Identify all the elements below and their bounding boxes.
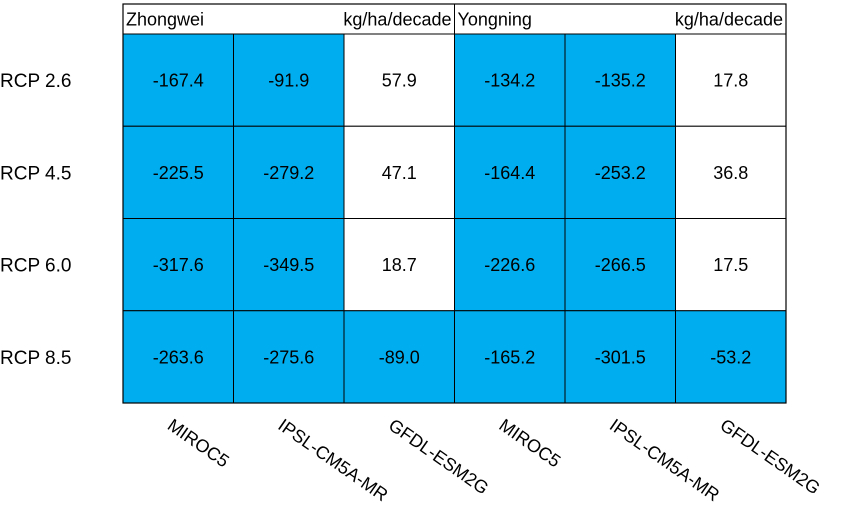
heatmap-cell (675, 125, 787, 219)
heatmap-cell (233, 218, 345, 312)
row-label: RCP 2.6 (0, 71, 71, 92)
group-header-box (122, 3, 455, 35)
heatmap-cell (233, 310, 345, 404)
heatmap-cell (454, 218, 566, 312)
row-label: RCP 4.5 (0, 163, 71, 184)
cell-value-label: -279.2 (263, 163, 314, 183)
cell-value-label: -135.2 (595, 71, 646, 91)
group-unit-label: kg/ha/decade (675, 10, 783, 30)
group-header-label: Yongning (458, 10, 532, 30)
cell-value-label: -263.6 (153, 347, 204, 367)
cell-value-label: -164.4 (484, 163, 535, 183)
cell-value-label: -275.6 (263, 347, 314, 367)
heatmap-cell (122, 218, 234, 312)
heatmap-cell (122, 310, 234, 404)
cell-value-label: -53.2 (710, 347, 751, 367)
column-label: MIROC5 (164, 415, 233, 472)
heatmap-cell (454, 310, 566, 404)
group-unit-label: kg/ha/decade (343, 10, 451, 30)
heatmap-cell (564, 310, 676, 404)
cell-value-label: 17.8 (713, 71, 748, 91)
column-label: IPSL-CM5A-MR (606, 415, 723, 505)
heatmap-cell (233, 33, 345, 127)
column-label: GFDL-ESM2G (385, 415, 492, 499)
cell-value-label: -226.6 (484, 255, 535, 275)
cell-value-label: -317.6 (153, 255, 204, 275)
heatmap-cell (233, 125, 345, 219)
heatmap-cell (675, 33, 787, 127)
row-label: RCP 6.0 (0, 256, 71, 277)
group-header-label: Zhongwei (126, 10, 204, 30)
cell-value-label: 18.7 (382, 255, 417, 275)
cell-value-label: 17.5 (713, 255, 748, 275)
column-label: GFDL-ESM2G (716, 415, 823, 499)
cell-value-label: 36.8 (713, 163, 748, 183)
heatmap-cell (564, 218, 676, 312)
cell-value-label: -349.5 (263, 255, 314, 275)
cell-value-label: -301.5 (595, 347, 646, 367)
heatmap-cell (343, 218, 455, 312)
cell-value-label: -225.5 (153, 163, 204, 183)
heatmap-cell (343, 310, 455, 404)
cell-value-label: 57.9 (382, 71, 417, 91)
cell-value-label: -165.2 (484, 347, 535, 367)
heatmap-cell (675, 218, 787, 312)
column-label: MIROC5 (495, 415, 564, 472)
cell-value-label: -89.0 (379, 347, 420, 367)
column-label: IPSL-CM5A-MR (274, 415, 391, 505)
cell-value-label: -91.9 (268, 71, 309, 91)
heatmap-cell (122, 33, 234, 127)
row-label: RCP 8.5 (0, 348, 71, 369)
cell-value-label: -266.5 (595, 255, 646, 275)
heatmap-cell (454, 125, 566, 219)
chart-frame (122, 3, 787, 404)
cell-value-label: 47.1 (382, 163, 417, 183)
heatmap-cell (564, 33, 676, 127)
heatmap-cell (454, 33, 566, 127)
cell-value-label: -253.2 (595, 163, 646, 183)
cell-value-label: -134.2 (484, 71, 535, 91)
cell-value-label: -167.4 (153, 71, 204, 91)
